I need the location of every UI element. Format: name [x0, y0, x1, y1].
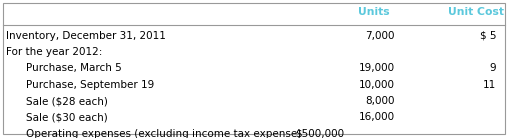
Text: $ 5: $ 5	[480, 31, 496, 41]
Text: $500,000: $500,000	[295, 129, 345, 138]
Text: Units: Units	[358, 7, 390, 17]
Text: 11: 11	[483, 80, 496, 90]
Text: 10,000: 10,000	[358, 80, 394, 90]
Text: 16,000: 16,000	[358, 112, 394, 122]
Text: 8,000: 8,000	[365, 96, 394, 106]
Text: Purchase, September 19: Purchase, September 19	[26, 80, 155, 90]
Text: Operating expenses (excluding income tax expense): Operating expenses (excluding income tax…	[26, 129, 302, 138]
Text: Purchase, March 5: Purchase, March 5	[26, 63, 122, 73]
Text: 9: 9	[490, 63, 496, 73]
Text: Sale ($28 each): Sale ($28 each)	[26, 96, 108, 106]
Text: Unit Cost: Unit Cost	[448, 7, 504, 17]
Text: Sale ($30 each): Sale ($30 each)	[26, 112, 108, 122]
Text: 19,000: 19,000	[358, 63, 394, 73]
FancyBboxPatch shape	[3, 3, 505, 134]
Text: For the year 2012:: For the year 2012:	[6, 47, 102, 57]
Text: 7,000: 7,000	[365, 31, 394, 41]
Text: Inventory, December 31, 2011: Inventory, December 31, 2011	[6, 31, 166, 41]
